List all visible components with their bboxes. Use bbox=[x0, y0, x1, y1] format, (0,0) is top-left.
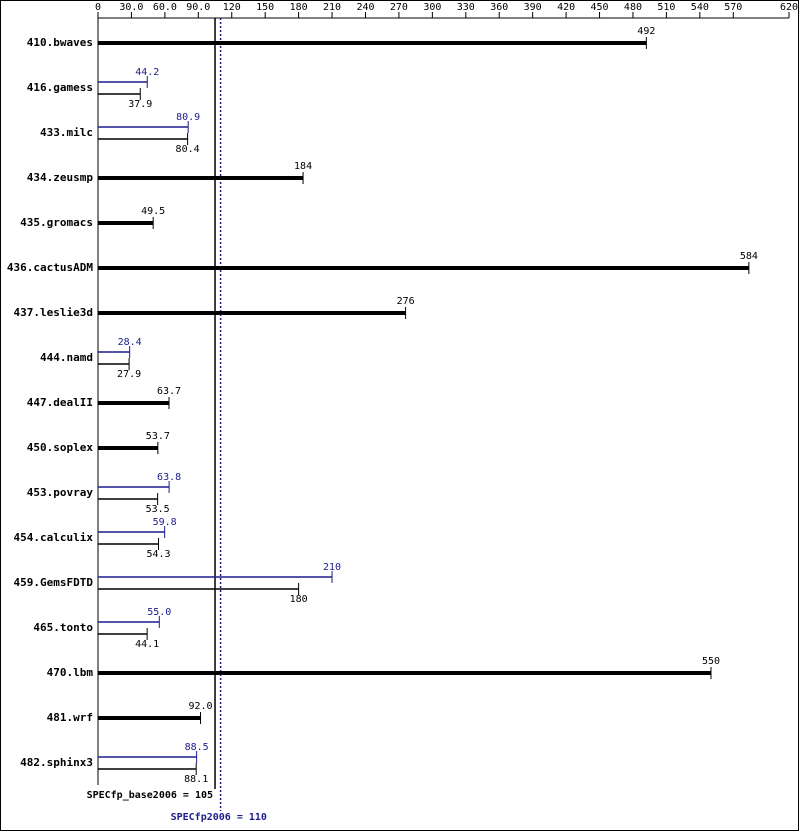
value-label: 53.7 bbox=[146, 431, 170, 442]
x-tick-label: 120 bbox=[223, 2, 241, 13]
x-tick-label: 450 bbox=[591, 2, 609, 13]
value-label: 63.7 bbox=[157, 386, 181, 397]
category-label: 465.tonto bbox=[33, 621, 93, 634]
category-label: 437.leslie3d bbox=[14, 306, 93, 319]
x-tick-label: 570 bbox=[724, 2, 742, 13]
value-label: 92.0 bbox=[188, 701, 212, 712]
value-label: 180 bbox=[290, 594, 308, 605]
category-label: 434.zeusmp bbox=[27, 171, 94, 184]
value-label: 80.9 bbox=[176, 112, 200, 123]
x-tick-label: 0 bbox=[95, 2, 101, 13]
x-tick-label: 180 bbox=[290, 2, 308, 13]
reference-label: SPECfp_base2006 = 105 bbox=[87, 790, 213, 801]
category-label: 436.cactusADM bbox=[7, 261, 93, 274]
value-label: 53.5 bbox=[146, 504, 170, 515]
value-label: 184 bbox=[294, 161, 312, 172]
x-tick-label: 420 bbox=[557, 2, 575, 13]
category-label: 459.GemsFDTD bbox=[14, 576, 94, 589]
value-label: 584 bbox=[740, 251, 758, 262]
category-label: 450.soplex bbox=[27, 441, 94, 454]
x-tick-label: 300 bbox=[423, 2, 441, 13]
value-label: 550 bbox=[702, 656, 720, 667]
x-tick-label: 60.0 bbox=[153, 2, 177, 13]
category-label: 482.sphinx3 bbox=[20, 756, 93, 769]
value-label: 37.9 bbox=[128, 99, 152, 110]
x-tick-label: 360 bbox=[490, 2, 508, 13]
value-label: 49.5 bbox=[141, 206, 165, 217]
value-label: 28.4 bbox=[118, 337, 142, 348]
x-tick-label: 150 bbox=[256, 2, 274, 13]
category-label: 481.wrf bbox=[47, 711, 93, 724]
x-tick-label: 390 bbox=[524, 2, 542, 13]
value-label: 88.1 bbox=[184, 774, 208, 785]
category-label: 416.gamess bbox=[27, 81, 93, 94]
value-label: 44.2 bbox=[135, 67, 159, 78]
value-label: 80.4 bbox=[176, 144, 200, 155]
category-label: 410.bwaves bbox=[27, 36, 93, 49]
x-tick-label: 480 bbox=[624, 2, 642, 13]
x-tick-label: 620 bbox=[780, 2, 798, 13]
value-label: 210 bbox=[323, 562, 341, 573]
value-label: 55.0 bbox=[147, 607, 171, 618]
value-label: 54.3 bbox=[146, 549, 170, 560]
x-tick-label: 330 bbox=[457, 2, 475, 13]
x-tick-label: 240 bbox=[356, 2, 374, 13]
value-label: 492 bbox=[637, 26, 655, 37]
category-label: 433.milc bbox=[40, 126, 93, 139]
value-label: 59.8 bbox=[153, 517, 177, 528]
value-label: 44.1 bbox=[135, 639, 159, 650]
value-label: 27.9 bbox=[117, 369, 141, 380]
x-tick-label: 90.0 bbox=[186, 2, 210, 13]
category-label: 435.gromacs bbox=[20, 216, 93, 229]
x-tick-label: 210 bbox=[323, 2, 341, 13]
value-label: 63.8 bbox=[157, 472, 181, 483]
x-tick-label: 540 bbox=[691, 2, 709, 13]
category-label: 470.lbm bbox=[47, 666, 94, 679]
category-label: 453.povray bbox=[27, 486, 94, 499]
x-tick-label: 270 bbox=[390, 2, 408, 13]
value-label: 88.5 bbox=[185, 742, 209, 753]
category-label: 444.namd bbox=[40, 351, 93, 364]
category-label: 447.dealII bbox=[27, 396, 93, 409]
category-label: 454.calculix bbox=[14, 531, 94, 544]
x-tick-label: 30.0 bbox=[119, 2, 143, 13]
x-tick-label: 510 bbox=[657, 2, 675, 13]
reference-label: SPECfp2006 = 110 bbox=[171, 812, 267, 823]
value-label: 276 bbox=[397, 296, 415, 307]
